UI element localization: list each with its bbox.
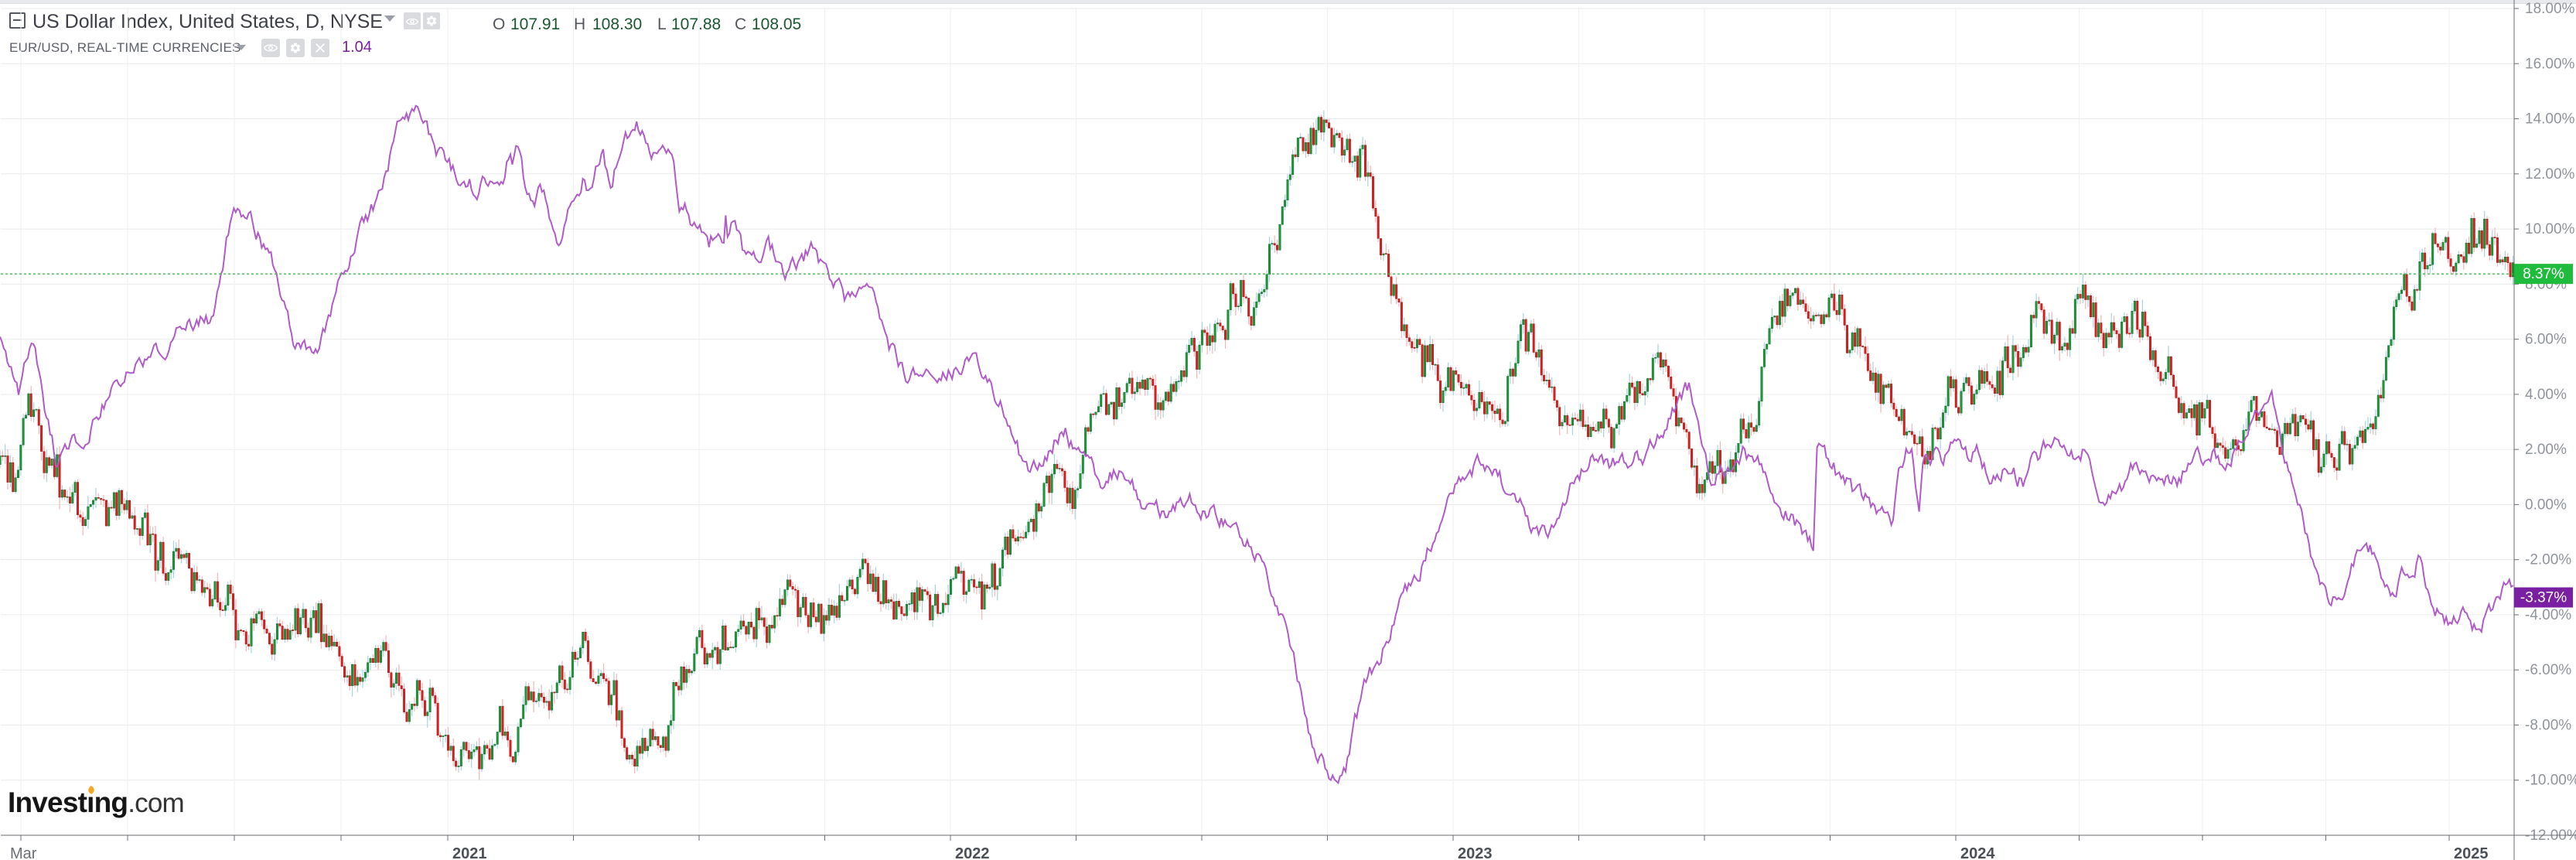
svg-text:0.00%: 0.00% — [2525, 497, 2567, 513]
svg-text:-10.00%: -10.00% — [2525, 773, 2576, 789]
svg-text:4.00%: 4.00% — [2525, 387, 2567, 403]
svg-text:12.00%: 12.00% — [2525, 166, 2575, 183]
svg-text:-3.37%: -3.37% — [2520, 589, 2567, 606]
svg-text:2024: 2024 — [1960, 845, 1995, 860]
svg-text:10.00%: 10.00% — [2525, 221, 2575, 237]
svg-text:6.00%: 6.00% — [2525, 332, 2567, 348]
svg-text:16.00%: 16.00% — [2525, 56, 2575, 72]
svg-text:2.00%: 2.00% — [2525, 442, 2567, 458]
svg-text:18.00%: 18.00% — [2525, 1, 2575, 17]
svg-text:-6.00%: -6.00% — [2525, 662, 2571, 678]
svg-text:-4.00%: -4.00% — [2525, 607, 2571, 623]
svg-text:2022: 2022 — [955, 845, 990, 860]
svg-text:2021: 2021 — [452, 845, 487, 860]
svg-text:2023: 2023 — [1458, 845, 1493, 860]
svg-text:Mar: Mar — [10, 845, 37, 860]
svg-text:14.00%: 14.00% — [2525, 111, 2575, 128]
svg-text:-8.00%: -8.00% — [2525, 717, 2571, 733]
svg-text:-2.00%: -2.00% — [2525, 552, 2571, 568]
svg-text:8.37%: 8.37% — [2523, 266, 2564, 282]
svg-text:2025: 2025 — [2454, 845, 2489, 860]
